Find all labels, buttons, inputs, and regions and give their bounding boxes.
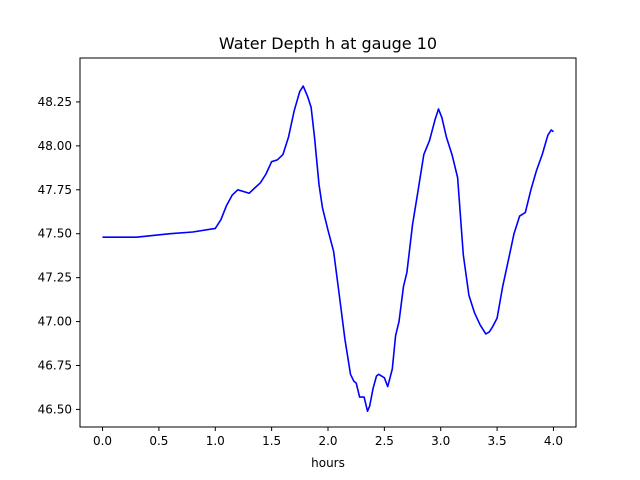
x-tick-label: 4.0 bbox=[544, 434, 563, 448]
y-tick-label: 48.25 bbox=[38, 95, 72, 109]
x-tick-label: 0.0 bbox=[93, 434, 112, 448]
x-tick-label: 3.0 bbox=[431, 434, 450, 448]
x-tick-label: 0.5 bbox=[149, 434, 168, 448]
x-axis: 0.0 0.5 1.0 1.5 2.0 2.5 3.0 3.5 4.0 bbox=[93, 427, 563, 448]
x-tick-label: 3.5 bbox=[488, 434, 507, 448]
chart-title: Water Depth h at gauge 10 bbox=[219, 34, 437, 53]
y-tick-label: 46.75 bbox=[38, 359, 72, 373]
y-tick-label: 48.00 bbox=[38, 139, 72, 153]
x-tick-label: 2.0 bbox=[318, 434, 337, 448]
series-line-0 bbox=[102, 85, 554, 413]
x-axis-label: hours bbox=[311, 456, 345, 470]
plot-area bbox=[102, 85, 554, 413]
y-tick-label: 47.25 bbox=[38, 271, 72, 285]
x-tick-label: 2.5 bbox=[375, 434, 394, 448]
plot-frame bbox=[79, 57, 577, 428]
x-tick-label: 1.0 bbox=[206, 434, 225, 448]
y-axis: 46.50 46.75 47.00 47.25 47.50 47.75 48.00 48.25 bbox=[38, 95, 80, 416]
y-tick-label: 47.75 bbox=[38, 183, 72, 197]
y-tick-label: 47.50 bbox=[38, 227, 72, 241]
y-tick-label: 47.00 bbox=[38, 315, 72, 329]
y-tick-label: 46.50 bbox=[38, 402, 72, 416]
x-tick-label: 1.5 bbox=[262, 434, 281, 448]
